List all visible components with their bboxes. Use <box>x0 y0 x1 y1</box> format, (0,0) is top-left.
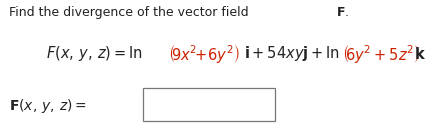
Text: $\!\!\left(\!9x^{2}\!\!+\!6y^{2}\right)$: $\!\!\left(\!9x^{2}\!\!+\!6y^{2}\right)$ <box>169 43 240 65</box>
Text: $\!\!\left(\!6y^{2} + 5z^{2}\right)$: $\!\!\left(\!6y^{2} + 5z^{2}\right)$ <box>343 43 420 65</box>
Text: F: F <box>337 6 345 19</box>
Text: .: . <box>345 6 348 19</box>
Text: $\mathbf{F}(\mathit{x},\, \mathit{y},\, \mathit{z}) =$: $\mathbf{F}(\mathit{x},\, \mathit{y},\, … <box>9 97 86 115</box>
Text: Find the divergence of the vector field: Find the divergence of the vector field <box>9 6 253 19</box>
FancyBboxPatch shape <box>143 88 275 121</box>
Text: $\mathit{F}(\mathit{x},\, \mathit{y},\, \mathit{z}) = \mathrm{ln}$: $\mathit{F}(\mathit{x},\, \mathit{y},\, … <box>46 44 143 63</box>
Text: $\mathbf{i} + 54\mathit{xy}\mathbf{j} + \mathrm{ln}$: $\mathbf{i} + 54\mathit{xy}\mathbf{j} + … <box>244 44 340 63</box>
Text: $\mathbf{k}$: $\mathbf{k}$ <box>414 46 426 61</box>
